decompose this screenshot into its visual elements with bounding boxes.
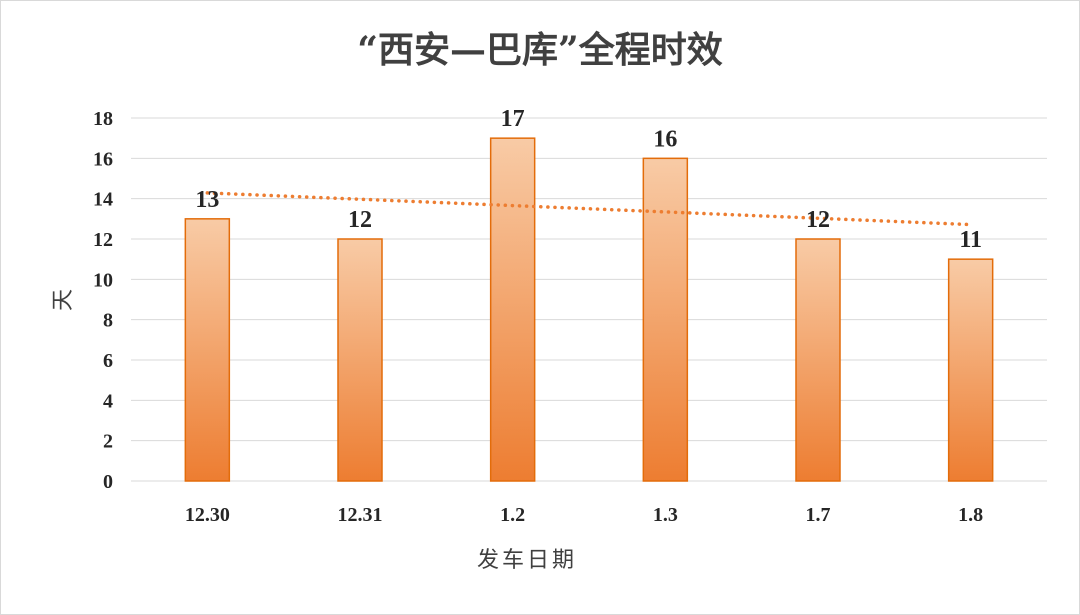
trendline bbox=[205, 191, 973, 227]
y-tick-label: 0 bbox=[103, 471, 113, 493]
data-label: 13 bbox=[195, 187, 219, 213]
data-label: 12 bbox=[348, 207, 372, 233]
bar bbox=[947, 258, 994, 482]
y-tick-label: 6 bbox=[103, 350, 113, 372]
bar bbox=[642, 157, 689, 482]
data-label: 17 bbox=[501, 106, 525, 132]
x-tick-label: 12.31 bbox=[338, 504, 383, 526]
bar bbox=[795, 238, 841, 482]
x-tick-label: 1.2 bbox=[500, 504, 525, 526]
chart-title: “西安—巴库”全程时效 bbox=[357, 29, 722, 71]
y-tick-label: 16 bbox=[93, 148, 113, 170]
y-axis-title: 天 bbox=[51, 289, 76, 311]
x-axis-title: 发车日期 bbox=[477, 548, 577, 573]
x-tick-label: 1.7 bbox=[806, 504, 831, 526]
y-tick-label: 2 bbox=[103, 431, 113, 453]
x-tick-label: 1.3 bbox=[653, 504, 678, 526]
x-tick-label: 12.30 bbox=[185, 504, 230, 526]
x-tick-label: 1.8 bbox=[958, 504, 983, 526]
y-tick-label: 14 bbox=[93, 189, 113, 211]
bars bbox=[184, 137, 994, 482]
y-tick-label: 12 bbox=[93, 229, 113, 251]
y-tick-label: 8 bbox=[103, 310, 113, 332]
data-label: 11 bbox=[959, 227, 982, 253]
data-labels: 13 12 17 16 12 11 bbox=[195, 106, 982, 253]
y-tick-label: 18 bbox=[93, 108, 113, 130]
y-tick-labels: 0 2 4 6 8 10 12 14 16 18 bbox=[93, 108, 113, 493]
x-tick-labels: 12.30 12.31 1.2 1.3 1.7 1.8 bbox=[185, 504, 983, 526]
y-tick-label: 4 bbox=[103, 390, 113, 412]
data-label: 12 bbox=[806, 207, 830, 233]
gridlines bbox=[131, 117, 1047, 482]
bar bbox=[184, 218, 231, 482]
data-label: 16 bbox=[653, 126, 677, 152]
trendline-group bbox=[205, 191, 973, 227]
bar bbox=[337, 238, 383, 482]
bar bbox=[489, 137, 536, 482]
y-tick-label: 10 bbox=[93, 269, 113, 291]
